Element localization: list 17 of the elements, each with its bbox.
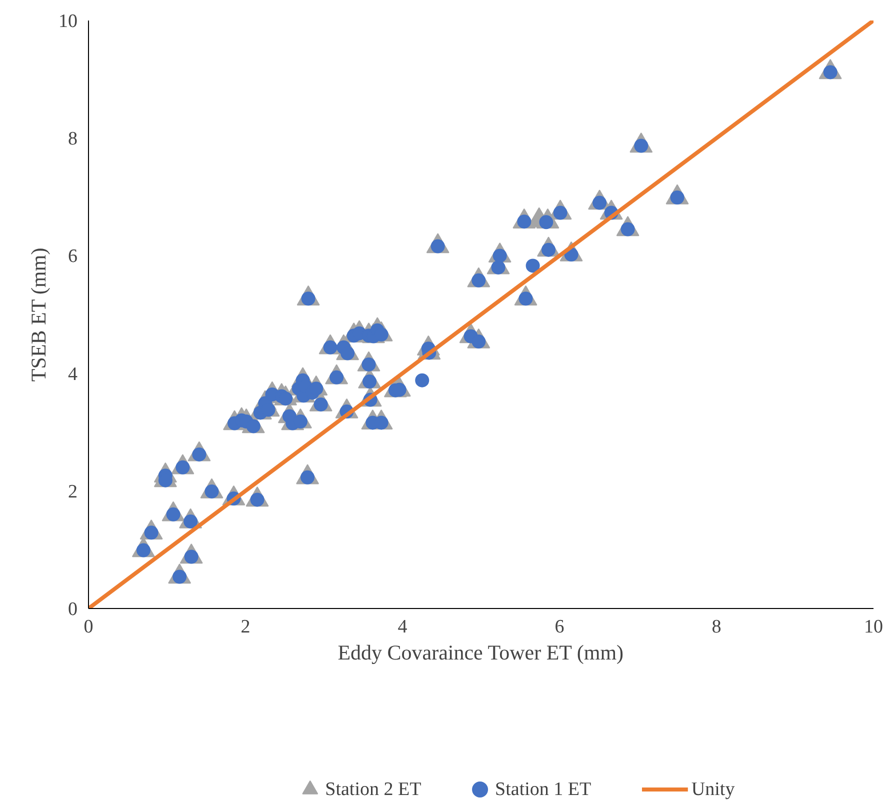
y-tick-label: 0 (68, 599, 78, 620)
y-tick-label: 2 (68, 481, 78, 502)
x-tick-label: 2 (240, 616, 250, 638)
x-axis-title: Eddy Covaraince Tower ET (mm) (338, 640, 624, 664)
x-tick-label: 4 (398, 616, 408, 638)
y-tick-label: 6 (68, 246, 78, 268)
y-tick-label: 8 (68, 128, 78, 150)
x-tick-label: 0 (84, 616, 94, 638)
legend-label: Station 2 ET (325, 779, 422, 800)
y-tick-label: 4 (68, 364, 78, 385)
y-tick-label: 10 (58, 11, 78, 32)
legend-label: Station 1 ET (495, 779, 592, 800)
x-tick-label: 10 (864, 616, 883, 638)
legend-label: Unity (691, 779, 736, 800)
y-axis-title: TSEB ET (mm) (26, 248, 50, 382)
x-tick-label: 8 (712, 616, 722, 638)
x-tick-label: 6 (554, 616, 564, 638)
